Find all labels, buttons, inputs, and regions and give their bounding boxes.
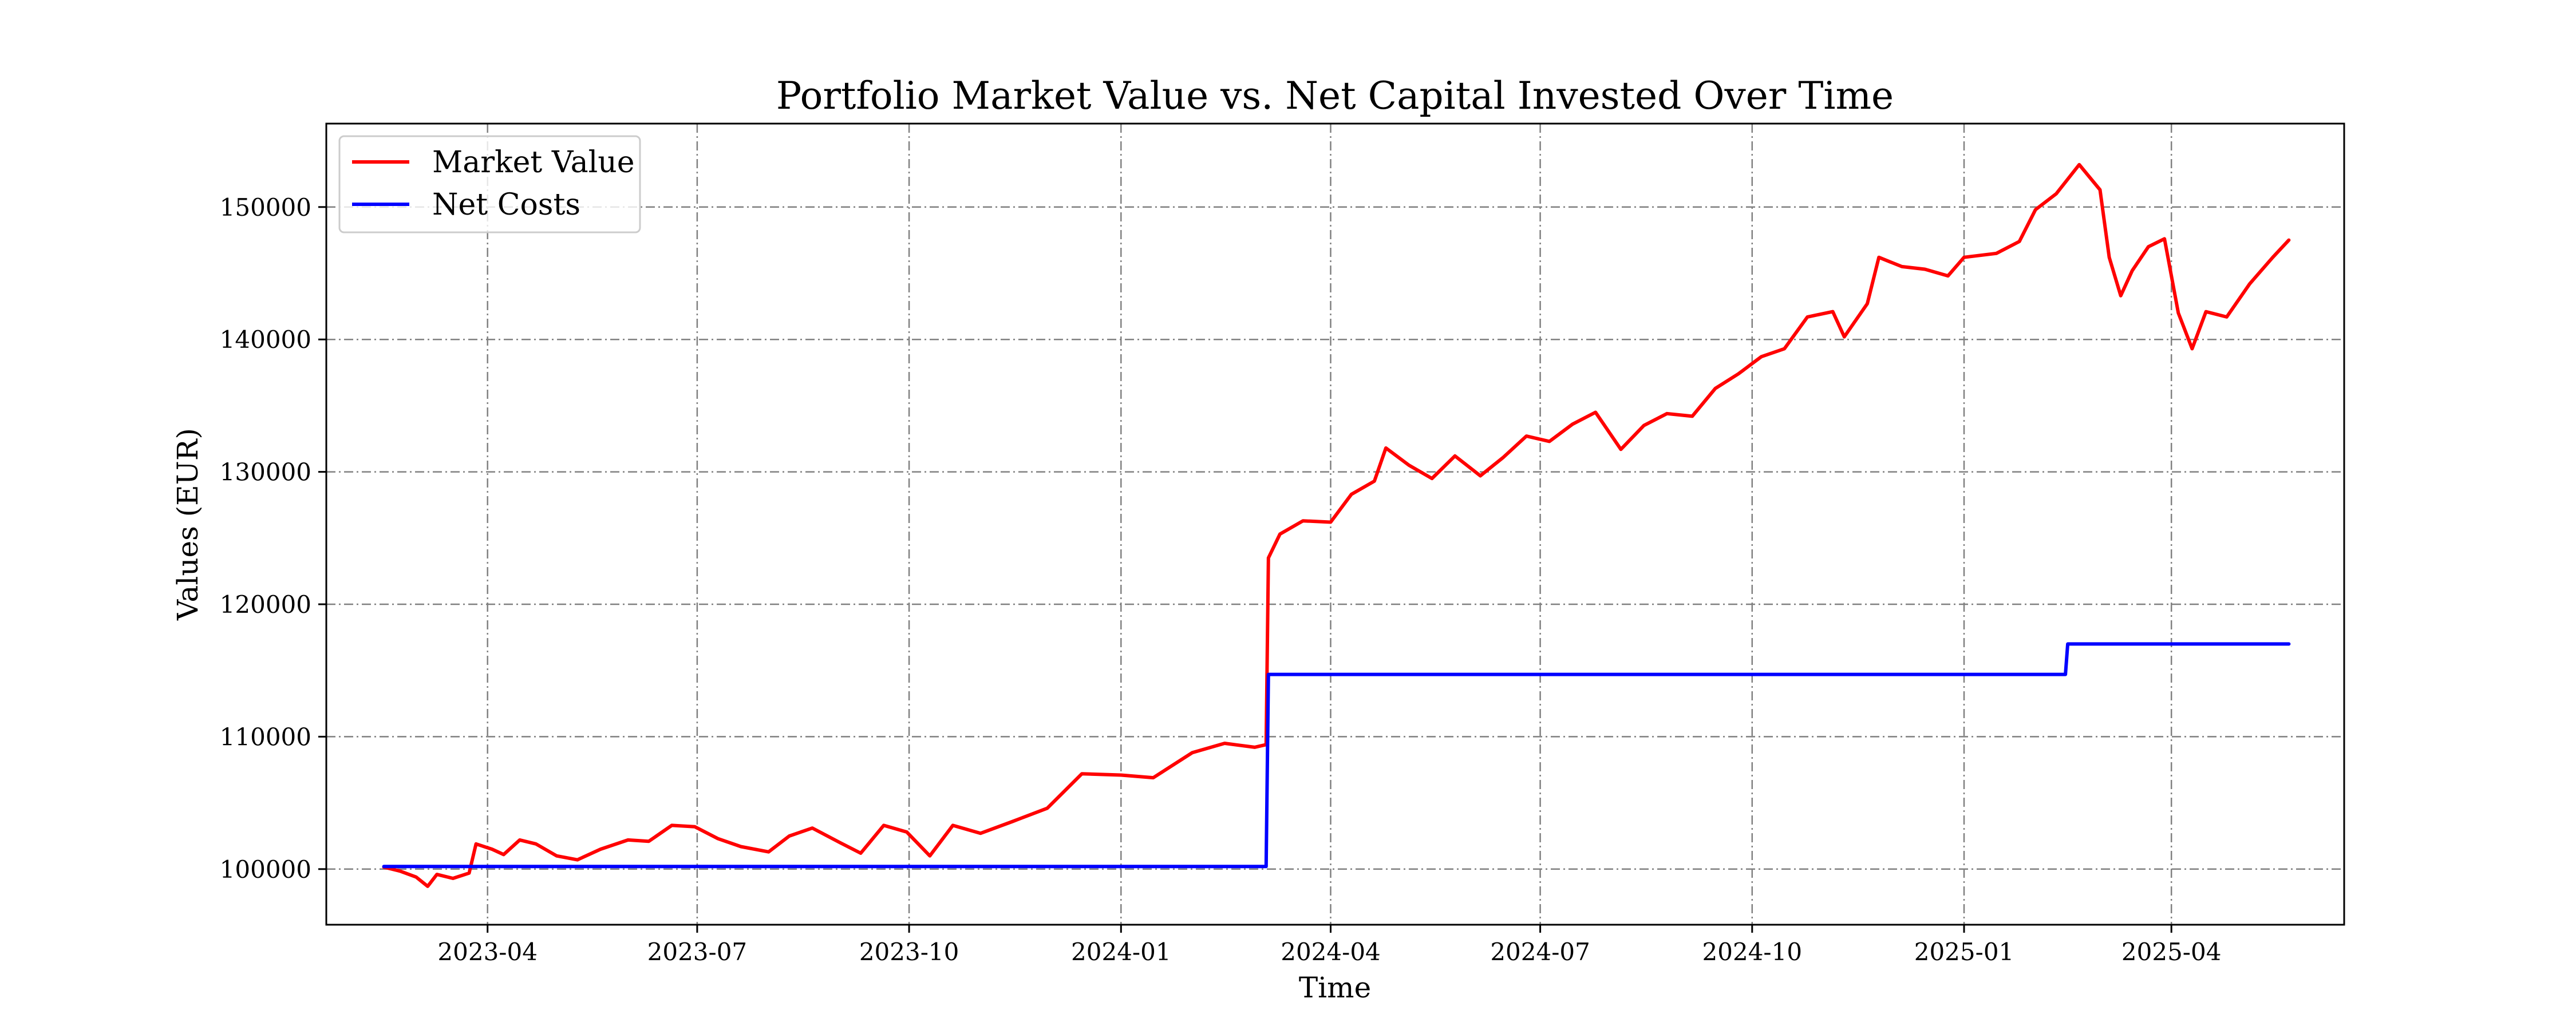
legend-frame (338, 135, 641, 233)
x-tick-label: 2023-04 (437, 938, 538, 966)
x-tick-label: 2024-04 (1281, 938, 1381, 966)
x-tick-label: 2025-04 (2121, 938, 2222, 966)
plot-frame (325, 122, 2345, 926)
y-axis-label: Values (EUR) (171, 428, 204, 621)
y-tick-label: 140000 (220, 326, 311, 354)
x-tick-label: 2023-07 (647, 938, 748, 966)
y-tick-label: 100000 (220, 855, 311, 884)
y-tick-label: 130000 (220, 458, 311, 486)
y-tick-label: 150000 (220, 193, 311, 221)
legend: Market Value Net Costs (338, 135, 641, 233)
legend-label-net-costs: Net Costs (432, 188, 580, 222)
y-tick-label: 120000 (220, 591, 311, 619)
x-tick-label: 2024-01 (1071, 938, 1171, 966)
series-group (382, 163, 2291, 888)
x-tick-label: 2023-10 (859, 938, 959, 966)
x-tick-label: 2024-07 (1490, 938, 1590, 966)
y-tick-label: 110000 (220, 723, 311, 751)
chart-title: Portfolio Market Value vs. Net Capital I… (776, 74, 1894, 118)
series-line-net-costs (382, 642, 2291, 869)
y-axis: 100000 110000 120000 130000 140000 150000 (220, 193, 326, 884)
legend-label-market-value: Market Value (432, 145, 635, 180)
grid (326, 124, 2344, 925)
series-line-market-value (382, 163, 2291, 888)
x-tick-label: 2025-01 (1914, 938, 2014, 966)
x-axis-label: Time (1299, 971, 1371, 1004)
x-axis: 2023-04 2023-07 2023-10 2024-01 2024-04 2024-… (437, 925, 2221, 966)
x-tick-label: 2024-10 (1702, 938, 1803, 966)
